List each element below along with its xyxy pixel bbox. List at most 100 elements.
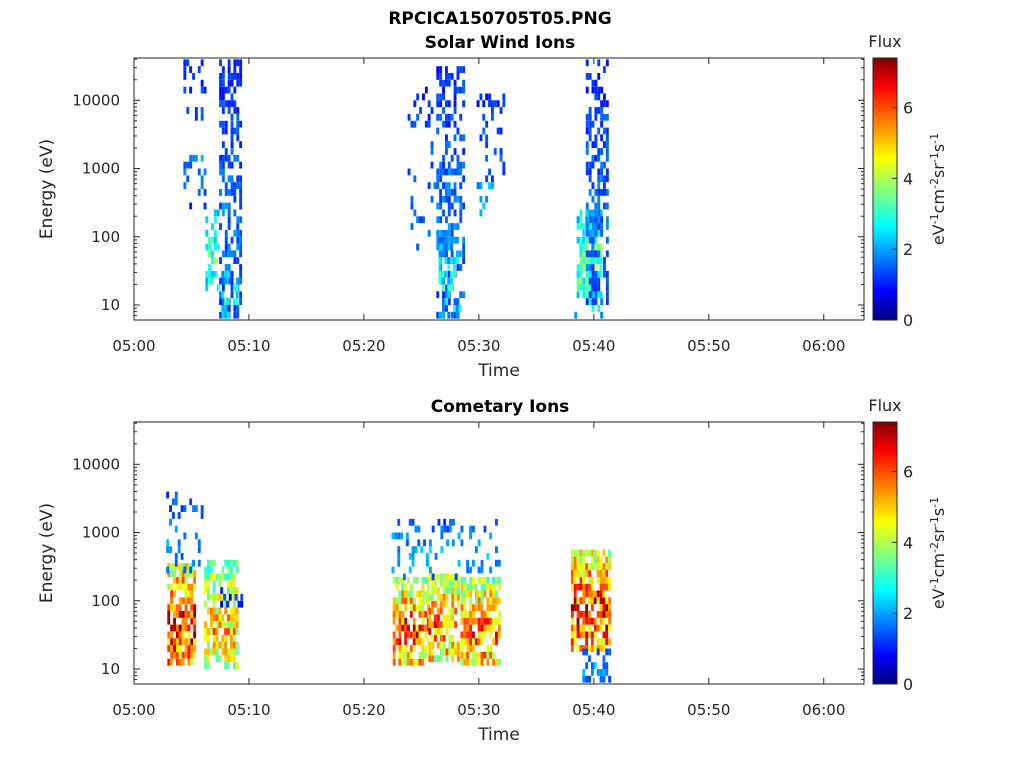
heatmap-cell <box>200 59 204 67</box>
heatmap-cell <box>204 634 207 642</box>
heatmap-cell <box>434 573 437 581</box>
heatmap-cell <box>603 141 606 148</box>
heatmap-cell <box>462 79 466 87</box>
heatmap-cell <box>192 559 195 567</box>
heatmap-cell <box>460 611 464 618</box>
heatmap-cell <box>398 576 402 584</box>
heatmap-cell <box>585 73 589 80</box>
heatmap-cell <box>178 576 182 584</box>
heatmap-cell <box>239 236 243 244</box>
heatmap-cell <box>230 614 233 622</box>
heatmap-cell <box>227 107 231 114</box>
heatmap-cell <box>227 573 230 581</box>
panel-cometary: Cometary Ions 05:00 05:10 05:20 05:30 05:40 0… <box>37 396 948 745</box>
heatmap-cell <box>493 148 497 155</box>
heatmap-cell <box>445 229 448 237</box>
heatmap-cell <box>186 175 190 183</box>
heatmap-cell <box>477 658 481 666</box>
heatmap-cell <box>239 59 243 67</box>
heatmap-cell <box>485 175 489 183</box>
heatmap-cell <box>189 566 193 574</box>
heatmap-cell <box>491 113 494 121</box>
heatmap-cell <box>183 161 187 169</box>
heatmap-cell <box>426 553 429 560</box>
heatmap-cell <box>424 576 428 584</box>
heatmap-cell <box>443 518 447 526</box>
heatmap-cell <box>218 641 222 649</box>
heatmap-cell <box>442 600 446 608</box>
heatmap-cell <box>442 229 445 237</box>
heatmap-cell <box>585 264 589 271</box>
heatmap-cell <box>176 631 179 639</box>
heatmap-cell <box>576 277 580 285</box>
heatmap-cell <box>398 624 402 632</box>
heatmap-cell <box>450 250 454 258</box>
heatmap-cell <box>585 631 589 639</box>
heatmap-cell <box>401 590 405 598</box>
heatmap-cell <box>239 182 243 189</box>
heatmap-cell <box>421 611 425 618</box>
heatmap-cell <box>207 573 210 581</box>
x-tick-label: 05:50 <box>687 701 730 719</box>
heatmap-cell <box>239 298 243 305</box>
heatmap-cell <box>221 79 225 87</box>
heatmap-cell <box>213 209 217 217</box>
heatmap-cell <box>171 498 175 506</box>
heatmap-cell <box>603 113 606 121</box>
heatmap-cell <box>436 641 440 649</box>
heatmap-cell <box>597 93 601 101</box>
heatmap-cell <box>570 563 574 570</box>
heatmap-cell <box>411 553 415 560</box>
heatmap-cell <box>451 573 455 581</box>
heatmap-cell <box>239 189 243 196</box>
heatmap-cell <box>232 284 236 292</box>
heatmap-cell <box>218 593 222 601</box>
heatmap-cell <box>239 250 243 258</box>
heatmap-cell <box>608 611 612 618</box>
heatmap-cell <box>431 641 435 649</box>
heatmap-cell <box>439 195 443 203</box>
heatmap-cell <box>576 264 580 271</box>
heatmap-cell <box>591 291 594 299</box>
plot-frame <box>133 421 865 685</box>
heatmap-cell <box>594 298 598 305</box>
heatmap-cell <box>412 631 416 639</box>
heatmap-cell <box>445 79 448 87</box>
heatmap-cell <box>230 175 234 183</box>
panel-title: Cometary Ions <box>431 397 570 417</box>
heatmap-cell <box>573 576 577 584</box>
heatmap-cell <box>169 505 172 512</box>
heatmap-cell <box>170 563 174 570</box>
heatmap-cell <box>411 546 415 553</box>
heatmap-cell <box>460 638 464 646</box>
heatmap-cell <box>492 638 495 646</box>
heatmap-cell <box>600 229 604 237</box>
heatmap-cell <box>596 638 600 646</box>
heatmap-cell <box>605 631 609 639</box>
heatmap-cell <box>585 270 589 278</box>
heatmap-cell <box>197 168 201 176</box>
heatmap-cell <box>398 631 402 639</box>
heatmap-cell <box>591 86 595 94</box>
heatmap-cell <box>489 604 493 611</box>
heatmap-cell <box>596 624 600 632</box>
heatmap-cell <box>230 641 233 649</box>
heatmap-cell <box>239 229 243 237</box>
heatmap-cell <box>497 583 501 591</box>
heatmap-cell <box>497 611 501 618</box>
heatmap-cell <box>602 655 606 663</box>
heatmap-cell <box>472 651 475 659</box>
heatmap-cell <box>485 141 489 148</box>
heatmap-cell <box>178 638 182 646</box>
heatmap-cell <box>602 576 606 584</box>
axes: 05:00 05:10 05:20 05:30 05:40 05:50 06:0010100… <box>72 422 864 719</box>
heatmap-cell <box>434 628 437 635</box>
heatmap-cell <box>442 107 445 114</box>
heatmap-cell <box>439 580 443 588</box>
heatmap-cell <box>457 593 460 601</box>
heatmap-cell <box>602 675 606 683</box>
heatmap-cell <box>219 120 222 128</box>
heatmap-cell <box>447 79 451 87</box>
heatmap-cell <box>212 648 216 656</box>
